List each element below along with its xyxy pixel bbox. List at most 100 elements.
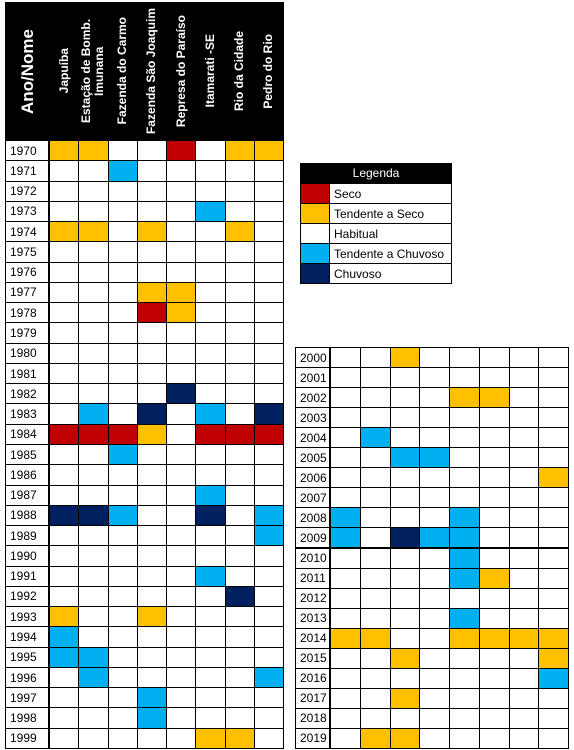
- cell: [224, 342, 255, 364]
- cell: [49, 666, 80, 689]
- cell: [136, 140, 167, 162]
- cell: [166, 565, 197, 587]
- cell: [449, 727, 480, 749]
- cell: [330, 547, 361, 569]
- cell: [538, 587, 569, 609]
- cell: [253, 362, 284, 385]
- cell: [253, 727, 284, 749]
- cell: [449, 607, 480, 629]
- cell: [449, 547, 480, 569]
- cell: [330, 667, 361, 689]
- cell: [253, 241, 284, 263]
- cell: [136, 646, 167, 668]
- cell: [107, 281, 138, 304]
- cell: [253, 626, 284, 648]
- year-cell: 1985: [5, 444, 49, 466]
- cell: [449, 407, 480, 429]
- year-cell: 1973: [5, 200, 49, 223]
- cell: [195, 687, 226, 709]
- cell: [253, 646, 284, 668]
- cell: [49, 687, 80, 709]
- cell: [78, 464, 109, 486]
- cell: [449, 647, 480, 669]
- cell: [253, 707, 284, 729]
- cell: [449, 347, 480, 369]
- cell: [330, 647, 361, 669]
- cell: [136, 444, 167, 466]
- cell: [449, 527, 480, 549]
- cell: [538, 427, 569, 449]
- cell: [49, 585, 80, 608]
- cell: [508, 447, 540, 469]
- year-cell: 1980: [5, 342, 49, 364]
- cell: [538, 467, 569, 489]
- cell: [49, 646, 80, 668]
- cell: [78, 687, 109, 709]
- cell: [195, 180, 226, 202]
- cell: [419, 527, 450, 549]
- cell: [136, 687, 167, 709]
- year-cell: 1971: [5, 160, 49, 182]
- cell: [166, 444, 197, 466]
- cell: [478, 607, 510, 629]
- cell: [78, 160, 109, 182]
- cell: [49, 423, 80, 445]
- cell: [389, 567, 421, 589]
- cell: [478, 687, 510, 709]
- cell: [359, 427, 391, 449]
- year-cell: 2007: [295, 487, 330, 509]
- cell: [253, 403, 284, 425]
- cell: [253, 221, 284, 243]
- year-cell: 2008: [295, 507, 330, 529]
- header-text: Japuíba: [56, 48, 71, 94]
- cell: [224, 687, 255, 709]
- year-cell: 1974: [5, 221, 49, 243]
- cell: [389, 367, 421, 389]
- cell: [195, 444, 226, 466]
- cell: [49, 281, 80, 304]
- cell: [253, 322, 284, 344]
- cell: [419, 587, 450, 609]
- cell: [359, 367, 391, 389]
- cell: [389, 527, 421, 549]
- cell: [224, 302, 255, 324]
- cell: [78, 484, 109, 506]
- cell: [136, 160, 167, 182]
- legend-swatch: [300, 203, 330, 224]
- cell: [136, 221, 167, 243]
- cell: [508, 507, 540, 529]
- cell: [195, 140, 226, 162]
- cell: [478, 387, 510, 409]
- cell: [359, 547, 391, 569]
- cell: [419, 547, 450, 569]
- cell: [478, 587, 510, 609]
- cell: [49, 302, 80, 324]
- cell: [508, 527, 540, 549]
- cell: [195, 281, 226, 304]
- cell: [107, 565, 138, 587]
- header-text: Itamarati -SE: [202, 34, 217, 108]
- legend-label: Seco: [329, 183, 452, 204]
- cell: [478, 707, 510, 729]
- cell: [166, 140, 197, 162]
- header-text: Fazenda São Joaquim: [144, 7, 159, 135]
- year-cell: 1977: [5, 281, 49, 304]
- cell: [224, 200, 255, 223]
- cell: [253, 687, 284, 709]
- cell: [166, 585, 197, 608]
- cell: [253, 281, 284, 304]
- cell: [107, 342, 138, 364]
- cell: [419, 347, 450, 369]
- cell: [195, 646, 226, 668]
- legend-title: Legenda: [300, 163, 452, 183]
- cell: [78, 200, 109, 223]
- cell: [166, 484, 197, 506]
- year-cell: 1993: [5, 606, 49, 628]
- cell: [166, 160, 197, 182]
- cell: [166, 606, 197, 628]
- cell: [136, 362, 167, 385]
- cell: [508, 427, 540, 449]
- cell: [224, 606, 255, 628]
- year-cell: 2019: [295, 727, 330, 749]
